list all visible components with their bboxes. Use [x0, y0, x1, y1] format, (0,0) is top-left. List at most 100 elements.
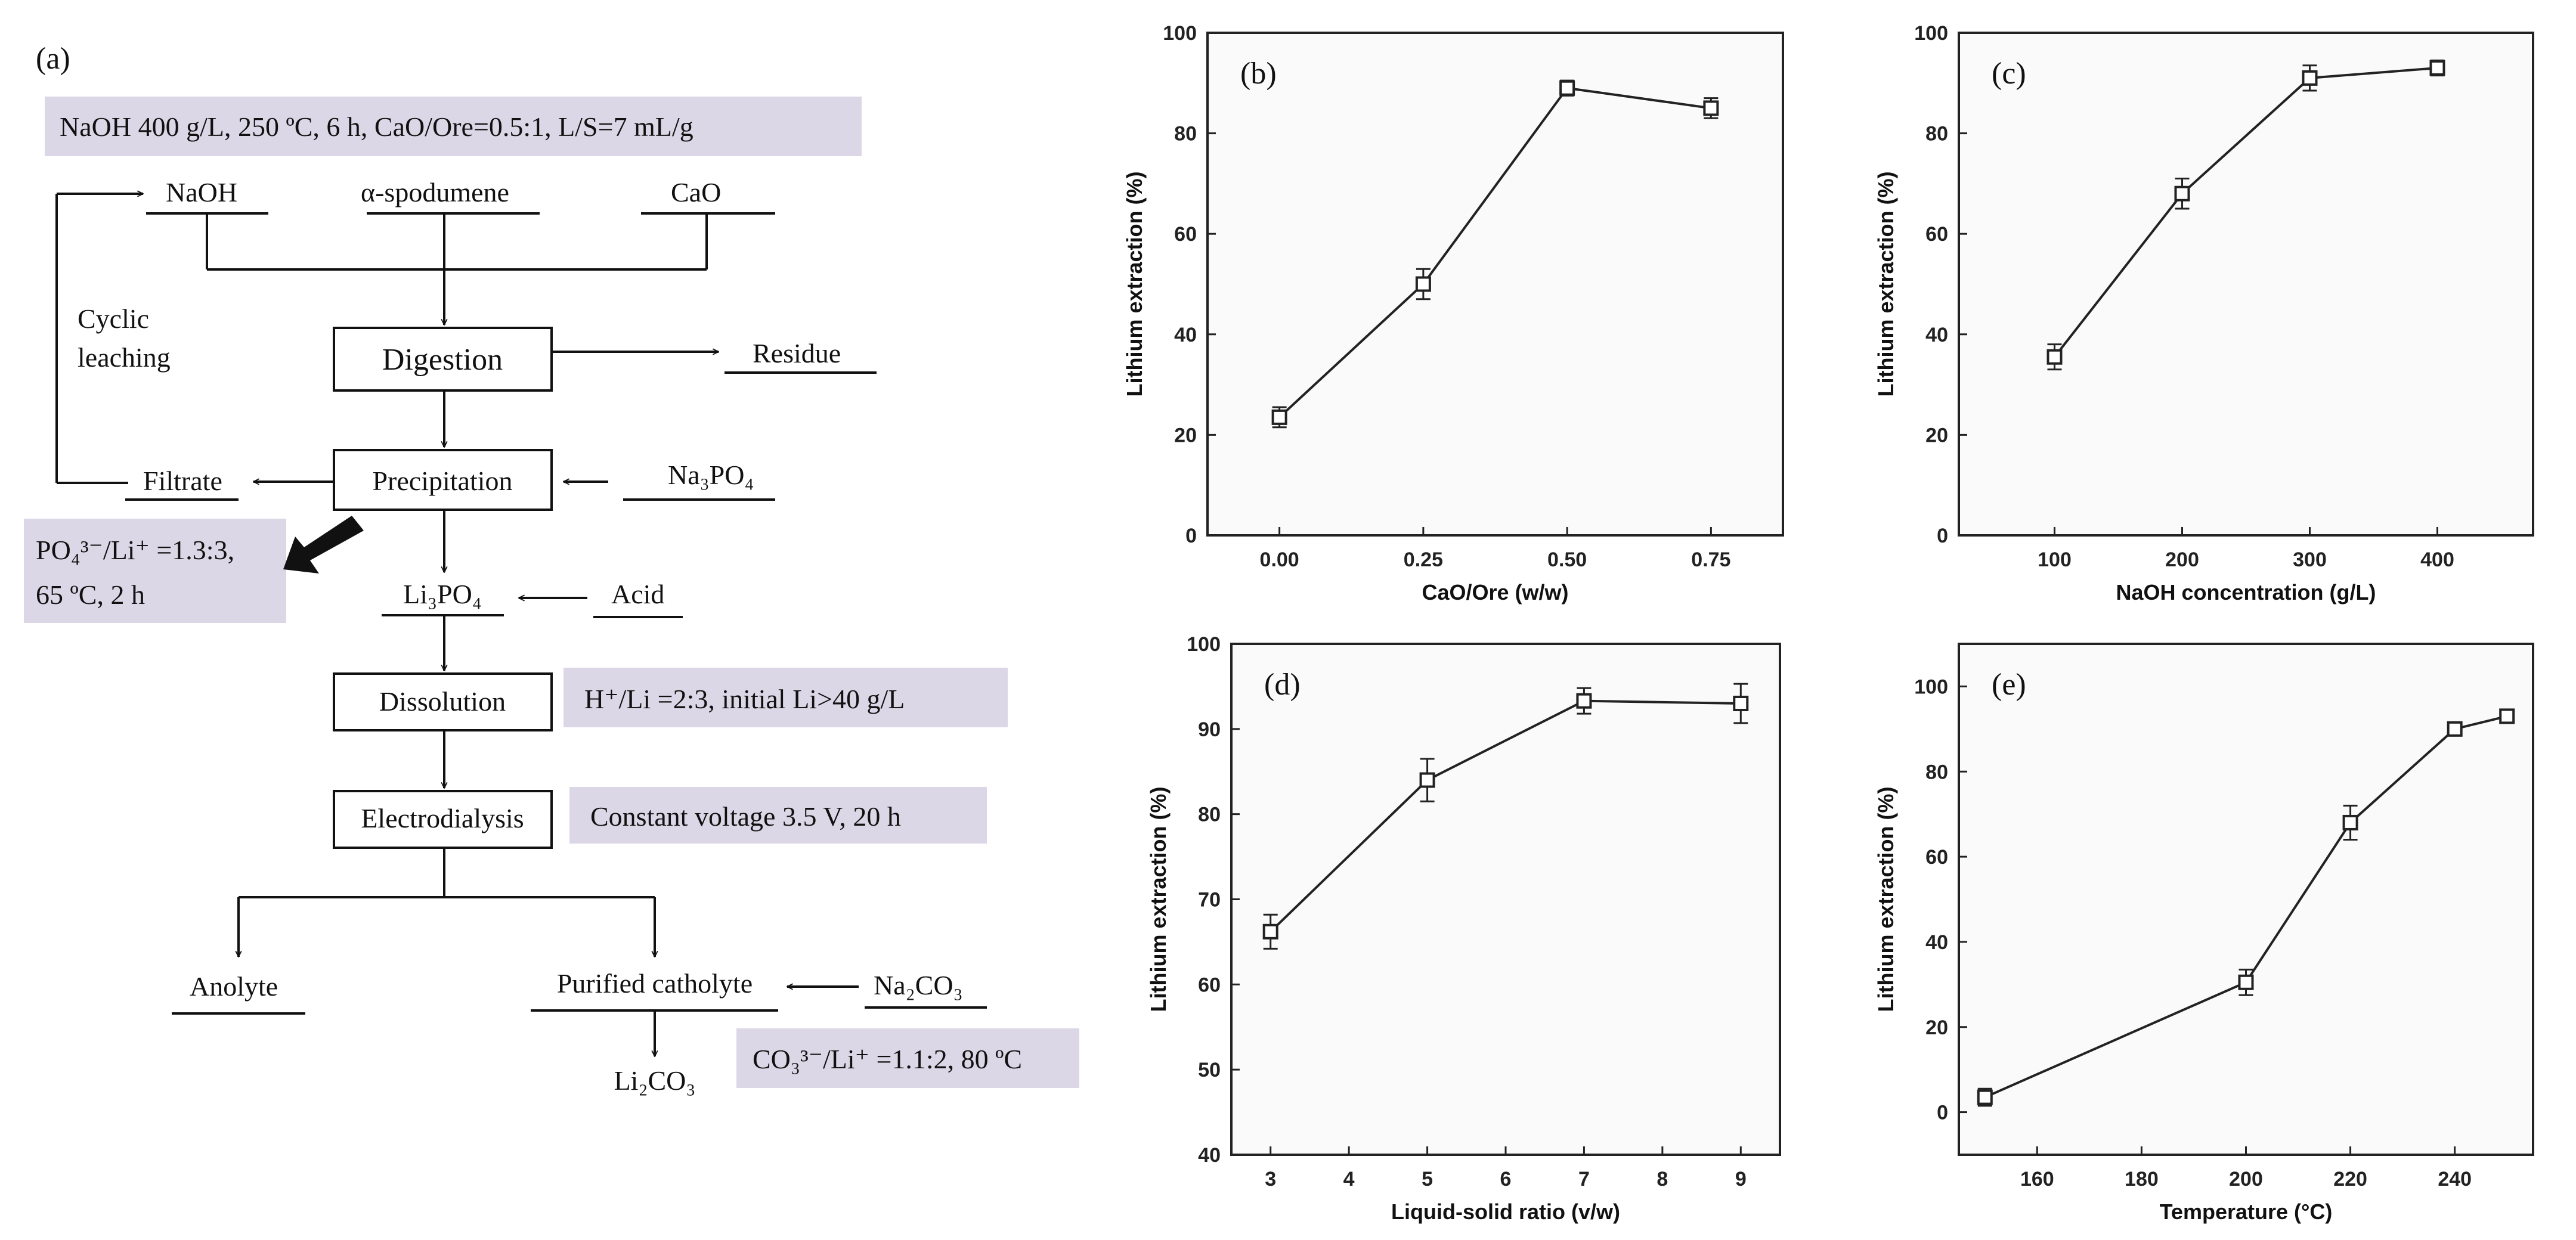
data-point [1733, 695, 1749, 711]
electrodialysis-conditions-text: Constant voltage 3.5 V, 20 h [590, 801, 901, 832]
precipitation-step-label: Precipitation [372, 466, 512, 496]
data-point [1703, 100, 1719, 116]
panel-label: (b) [1240, 57, 1277, 91]
series-line [2053, 67, 2438, 358]
data-point [1576, 693, 1592, 709]
digestion-step-box [333, 327, 553, 392]
y-tick-label: 20 [1925, 424, 1948, 447]
x-tick-label: 3 [1265, 1168, 1276, 1191]
y-tick-label: 40 [1925, 324, 1948, 346]
y-tick-label: 20 [1174, 424, 1197, 447]
x-tick-label: 180 [2125, 1168, 2159, 1191]
anolyte-product-label: Anolyte [190, 971, 278, 1002]
y-tick-label: 60 [1925, 846, 1948, 869]
y-tick-label: 100 [1163, 22, 1197, 45]
x-tick-label: 400 [2420, 548, 2454, 571]
plot-frame [1958, 643, 2534, 1156]
acid-input-label: Acid [611, 579, 664, 609]
panel-label: (d) [1264, 668, 1301, 702]
process-flowchart: (a) NaOH 400 g/L, 250 ºC, 6 h, CaO/Ore=0… [24, 42, 1079, 1096]
data-point [2174, 185, 2190, 202]
y-tick-label: 100 [1914, 22, 1948, 45]
panel-label-a: (a) [36, 42, 70, 76]
y-tick-label: 50 [1198, 1059, 1221, 1081]
series-line [1278, 86, 1711, 418]
dissolution-step-label: Dissolution [379, 686, 506, 717]
series-line [1270, 699, 1741, 933]
x-tick-label: 0.25 [1404, 548, 1443, 571]
spodumene-input-label: α-spodumene [361, 177, 509, 207]
y-tick-label: 20 [1925, 1016, 1948, 1039]
y-tick-label: 40 [1174, 324, 1197, 346]
y-tick-label: 0 [1185, 525, 1197, 547]
residue-product-label: Residue [753, 338, 841, 368]
dissolution-conditions-text: H⁺/Li =2:3, initial Li>40 g/L [584, 684, 905, 714]
x-tick-label: 0.75 [1691, 548, 1730, 571]
cyclic-leaching-line2: leaching [78, 342, 171, 373]
condition-pointer-arrow [283, 516, 364, 574]
x-tick-label: 9 [1735, 1168, 1747, 1191]
y-tick-label: 80 [1198, 804, 1221, 826]
data-point [1271, 409, 1287, 425]
cao-input-label: CaO [671, 177, 721, 207]
y-axis-label: Lithium extraction (%) [1122, 171, 1147, 396]
x-axis-label: Liquid-solid ratio (v/w) [1391, 1199, 1620, 1224]
x-tick-label: 5 [1422, 1168, 1433, 1191]
y-tick-label: 80 [1174, 123, 1197, 145]
dissolution-step-box [333, 672, 553, 731]
digestion-conditions-text: NaOH 400 g/L, 250 ºC, 6 h, CaO/Ore=0.5:1… [60, 111, 693, 142]
y-axis-label: Lithium extraction (%) [1874, 786, 1898, 1012]
y-tick-label: 60 [1925, 223, 1948, 246]
x-tick-label: 4 [1343, 1168, 1355, 1191]
filtrate-product-label: Filtrate [143, 466, 222, 496]
plot-frame [1958, 32, 2534, 537]
precipitation-conditions-box [24, 519, 286, 623]
data-point [1977, 1089, 1993, 1105]
y-tick-label: 90 [1198, 718, 1221, 741]
x-tick-label: 8 [1657, 1168, 1668, 1191]
na3po4-input-label: Na₃PO₄ [668, 460, 754, 490]
y-tick-label: 80 [1925, 761, 1948, 783]
li2co3-product-label: Li₂CO₃ [614, 1065, 696, 1096]
y-tick-label: 40 [1198, 1144, 1221, 1167]
data-point [2447, 721, 2463, 737]
electrodialysis-step-label: Electrodialysis [361, 803, 524, 833]
y-tick-label: 0 [1937, 1102, 1948, 1124]
catholyte-product-label: Purified catholyte [557, 968, 753, 999]
naoh-input-label: NaOH [166, 177, 237, 207]
precipitation-step-box [333, 449, 553, 511]
precipitation-conditions-line1: PO₄³⁻/Li⁺ =1.3:3, [36, 535, 234, 565]
x-tick-label: 200 [2229, 1168, 2263, 1191]
digestion-step-label: Digestion [382, 343, 503, 377]
data-point [1419, 772, 1435, 788]
x-tick-label: 0.00 [1260, 548, 1299, 571]
data-point [1262, 923, 1278, 940]
panel-label: (c) [1992, 57, 2026, 91]
data-point [2302, 70, 2318, 86]
dissolution-conditions-box [564, 668, 1008, 727]
precipitation-conditions-line2: 65 ºC, 2 h [36, 579, 145, 610]
x-tick-label: 160 [2020, 1168, 2054, 1191]
chart-3: 0 20 40 60 80 100 160 180 200 220 240 Temperature (… [1874, 643, 2534, 1224]
na2co3-input-label: Na₂CO₃ [874, 970, 963, 1000]
y-tick-label: 60 [1198, 974, 1221, 996]
electrodialysis-conditions-box [569, 787, 987, 844]
y-tick-label: 40 [1925, 931, 1948, 954]
li3po4-product-label: Li₃PO₄ [403, 579, 482, 609]
x-tick-label: 100 [2038, 548, 2072, 571]
y-tick-label: 70 [1198, 889, 1221, 912]
y-tick-label: 60 [1174, 223, 1197, 246]
x-axis-label: NaOH concentration (g/L) [2116, 580, 2376, 604]
digestion-conditions-box [45, 97, 862, 156]
x-tick-label: 240 [2438, 1168, 2472, 1191]
y-tick-label: 0 [1937, 525, 1948, 547]
x-tick-label: 7 [1578, 1168, 1590, 1191]
data-point [2429, 60, 2445, 76]
plot-frame [1230, 643, 1781, 1156]
y-axis-label: Lithium extraction (%) [1146, 786, 1171, 1012]
data-point [2238, 974, 2254, 990]
electrodialysis-step-box [333, 790, 553, 849]
data-point [1559, 80, 1575, 96]
